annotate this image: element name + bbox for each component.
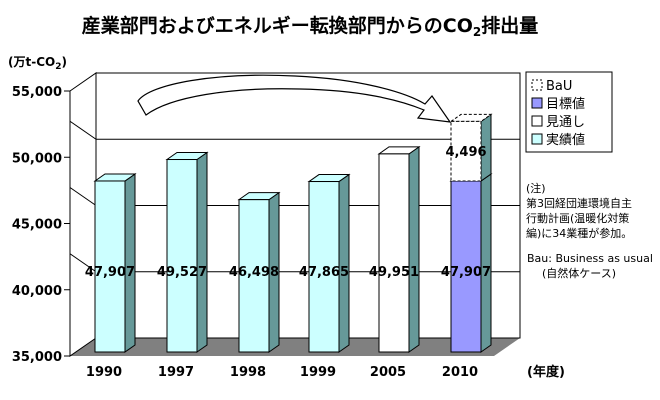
bar-value-label: 47,907 [441,265,491,280]
x-tick-label: 2010 [442,365,478,380]
y-tick-label: 50,000 [12,151,62,166]
bar-front [378,153,410,353]
bar-1990: 47,907 [85,173,137,353]
legend-swatch [531,133,543,145]
bau-value-label: 4,496 [445,145,486,160]
bar-1997: 49,527 [157,151,209,353]
bau-note-line: (自然体ケース) [542,266,616,280]
bar-side [408,145,420,353]
note-line: 行動計画(温暖化対策 [526,211,629,225]
bau-top [449,113,493,122]
plot-left-wall [69,72,97,357]
y-tick-label: 45,000 [12,218,62,233]
bar-side [338,173,350,353]
bau-note-line: Bau: Business as usual [527,252,653,265]
bar-front [94,180,126,353]
bar-value-label: 47,907 [85,265,135,280]
gridline-side [69,120,97,140]
y-tick-label: 40,000 [12,284,62,299]
bar-1999: 47,865 [299,173,351,353]
note-line: 編)に34業種が参加。 [526,226,632,240]
note-line: (注) [526,181,546,195]
bar-bau-2010: 4,496 [445,113,493,182]
bar-value-label: 46,498 [229,265,279,280]
bar-value-label: 49,527 [157,265,207,280]
bau-front [450,120,482,182]
legend-label: 目標値 [546,96,585,112]
y-axis-label: (万t-CO2) [8,55,67,72]
bar-front [450,180,482,353]
bar-side [124,173,136,353]
y-tick-label: 55,000 [12,85,62,100]
legend-swatch [531,115,543,127]
x-axis-categories: 1990 1997 1998 1999 2005 2010 [86,365,478,380]
bar-front [308,181,340,353]
legend-label: 実績値 [546,132,585,148]
legend-label: BaU [546,79,572,94]
x-tick-label: 1999 [300,365,336,380]
y-axis-ticks: 35,000 40,000 45,000 50,000 55,000 [12,85,71,365]
x-tick-label: 1998 [230,365,266,380]
bar-1998: 46,498 [229,191,281,353]
bar-value-label: 47,865 [299,265,349,280]
legend-swatch [531,97,543,109]
bar-2005: 49,951 [369,145,421,353]
x-tick-label: 1990 [86,365,122,380]
y-tick-label: 35,000 [12,350,62,365]
bar-front [238,199,270,353]
bars: 47,907 49,527 46,498 47,865 49,951 47,907 4,49… [85,113,493,353]
gridline-side [69,253,97,273]
x-tick-label: 2005 [370,365,406,380]
gridline-side [69,187,97,206]
bar-value-label: 49,951 [369,265,419,280]
bar-side [196,151,208,353]
x-axis-label: (年度) [527,364,565,380]
x-tick-label: 1997 [158,365,194,380]
trend-arrow-icon [137,74,452,123]
legend-label: 見通し [546,115,585,130]
legend-swatch [531,79,543,91]
bar-side [480,173,492,353]
bar-front [166,159,198,353]
chart-title: 産業部門およびエネルギー転換部門からのCO2排出量 [82,14,538,39]
note-line: 第3回経団連環境自主 [526,196,632,210]
